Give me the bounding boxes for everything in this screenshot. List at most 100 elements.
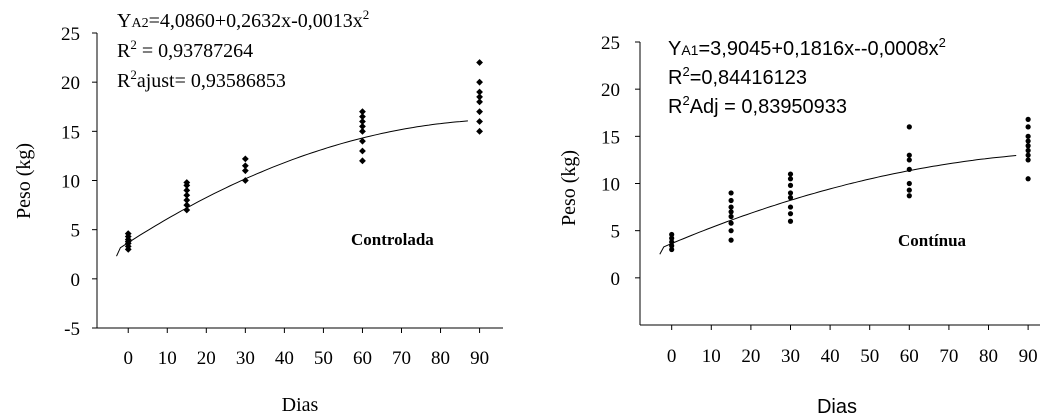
x-tick-label: 80 <box>431 348 450 369</box>
data-point <box>183 201 191 209</box>
data-point <box>787 195 794 201</box>
data-point <box>728 190 734 196</box>
data-point <box>669 243 675 249</box>
x-ticks: 0 10 20 30 40 50 60 70 80 90 <box>123 328 489 369</box>
y-tick-label: 0 <box>71 270 81 291</box>
data-point <box>1025 124 1031 130</box>
data-point <box>476 118 483 125</box>
data-point <box>728 213 734 220</box>
data-point <box>1025 116 1031 122</box>
y-tick-label: 25 <box>61 24 80 45</box>
x-tick-label: 0 <box>123 348 133 369</box>
data-point <box>359 123 366 130</box>
data-point <box>906 124 912 130</box>
x-tick-label: 40 <box>275 348 294 369</box>
data-point <box>241 177 249 184</box>
data-point <box>1025 176 1031 182</box>
r2-line: R2=0,84416123 <box>668 64 807 89</box>
data-points <box>124 59 483 253</box>
data-point <box>906 166 912 172</box>
x-tick-label: 70 <box>392 348 411 369</box>
data-point <box>476 108 483 116</box>
data-point <box>241 167 249 175</box>
data-point <box>1025 143 1031 149</box>
data-point <box>476 59 483 66</box>
y-tick-label: -5 <box>64 319 80 340</box>
data-point <box>476 93 483 101</box>
data-point <box>359 127 366 135</box>
data-point <box>241 155 249 163</box>
data-point <box>359 137 366 145</box>
data-point <box>476 127 483 135</box>
chart-panel-continua: 0 5 10 15 20 25 0 10 20 30 40 50 60 70 80 90 YA1=3,904… <box>558 33 1040 418</box>
data-point <box>476 98 483 106</box>
data-point <box>359 118 366 125</box>
x-tick-label: 90 <box>470 348 489 369</box>
x-tick-label: 20 <box>197 348 216 369</box>
r2-line: R2 = 0,93787264 <box>117 37 253 62</box>
data-point <box>787 171 794 177</box>
equation-line: YA2=4,0860+0,2632x-0,0013x2 <box>117 7 369 32</box>
y-tick-label: 10 <box>601 175 620 196</box>
data-point <box>906 193 912 199</box>
data-point <box>183 179 191 186</box>
y-ticks: -5 0 5 10 15 20 25 <box>61 24 97 340</box>
data-point <box>906 180 912 187</box>
data-point <box>1025 147 1031 154</box>
data-point <box>359 108 366 116</box>
data-point <box>669 239 675 245</box>
x-tick-label: 40 <box>821 346 840 367</box>
y-tick-label: 20 <box>601 80 620 101</box>
y-axis-label: Peso (kg) <box>558 150 580 226</box>
data-point <box>669 235 675 241</box>
x-tick-label: 50 <box>314 348 333 369</box>
x-axis-label: Dias <box>817 396 857 418</box>
x-tick-label: 50 <box>860 346 879 367</box>
r2-adjusted-line: R2ajust= 0,93586853 <box>117 67 286 92</box>
data-points <box>669 116 1031 253</box>
y-ticks: 0 5 10 15 20 25 <box>601 33 640 290</box>
data-point <box>906 152 912 158</box>
data-point <box>476 78 483 86</box>
x-axis-label: Dias <box>282 394 319 416</box>
equation-line: YA1=3,9045+0,1816x--0,0008x2 <box>668 35 946 60</box>
x-ticks: 0 10 20 30 40 50 60 70 80 90 <box>667 325 1038 367</box>
data-point <box>183 186 191 194</box>
data-point <box>728 197 734 204</box>
x-tick-label: 10 <box>158 348 177 369</box>
data-point <box>787 211 794 217</box>
chart-panel-controlada: -5 0 5 10 15 20 25 0 10 20 30 40 50 60 70 80 90 YA2=4,0… <box>13 7 503 416</box>
regression-curve <box>116 120 468 257</box>
data-point <box>787 190 794 196</box>
regression-curve <box>659 155 1017 255</box>
data-point <box>1025 152 1031 158</box>
data-point <box>728 237 734 243</box>
data-point <box>728 220 734 226</box>
y-tick-label: 0 <box>611 269 621 290</box>
data-point <box>359 113 366 120</box>
x-tick-label: 10 <box>702 346 721 367</box>
data-point <box>787 204 794 210</box>
x-tick-label: 60 <box>353 348 372 369</box>
x-tick-label: 30 <box>781 346 800 367</box>
data-point <box>183 206 191 214</box>
y-tick-label: 15 <box>601 127 620 148</box>
data-point <box>183 196 191 204</box>
data-point <box>787 218 794 224</box>
y-tick-label: 15 <box>61 122 80 143</box>
x-tick-label: 0 <box>667 346 677 367</box>
y-tick-label: 25 <box>601 33 620 54</box>
data-point <box>183 191 191 199</box>
y-tick-label: 5 <box>611 222 621 243</box>
x-tick-label: 70 <box>939 346 958 367</box>
data-point <box>1025 138 1031 144</box>
data-point <box>906 187 912 193</box>
x-tick-label: 90 <box>1019 346 1038 367</box>
x-tick-label: 60 <box>900 346 919 367</box>
data-point <box>787 176 794 182</box>
data-point <box>359 157 366 165</box>
data-point <box>476 88 483 96</box>
y-tick-label: 20 <box>61 73 80 94</box>
x-tick-label: 80 <box>979 346 998 367</box>
